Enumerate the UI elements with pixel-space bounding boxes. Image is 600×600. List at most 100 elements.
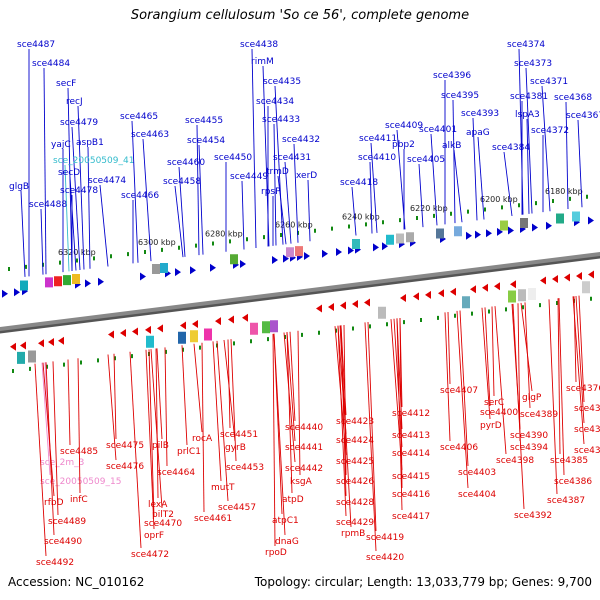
reverse-gene-arrow xyxy=(352,300,358,308)
ruler-tick xyxy=(76,258,78,263)
ruler-tick xyxy=(539,303,541,308)
ruler-tick xyxy=(522,305,524,310)
ruler-tick xyxy=(450,211,452,216)
reverse-gene-arrow xyxy=(425,290,431,299)
reverse-gene-arrow xyxy=(228,315,234,324)
reverse-gene-label: sce4404 xyxy=(458,490,496,500)
reverse-gene-label: sce4385 xyxy=(550,456,588,466)
ruler-tick xyxy=(80,360,82,365)
forward-leader-line xyxy=(577,119,583,208)
ruler-label: 6300 kbp xyxy=(138,238,176,247)
forward-leader-line xyxy=(293,143,299,243)
reverse-gene-arrow xyxy=(400,294,406,302)
forward-leader-line xyxy=(142,138,152,262)
forward-gene-label: sce4384 xyxy=(492,143,530,153)
reverse-leader-line xyxy=(337,325,347,517)
reverse-gene-label: sce4379 xyxy=(574,425,600,435)
reverse-gene-arrow xyxy=(552,275,558,283)
ruler-tick xyxy=(263,235,265,240)
reverse-gene-label: rpmB xyxy=(341,529,365,539)
reverse-gene-arrow xyxy=(588,270,594,279)
ruler-tick xyxy=(569,196,571,201)
forward-cog-box xyxy=(520,218,528,228)
reverse-leader-line xyxy=(113,353,117,440)
reverse-cog-box xyxy=(528,288,536,300)
reverse-gene-arrow xyxy=(494,282,500,291)
ruler-tick xyxy=(127,252,129,257)
reverse-leader-line xyxy=(578,295,585,403)
genome-summary: Topology: circular; Length: 13,033,779 b… xyxy=(254,575,592,589)
forward-gene-arrow xyxy=(382,242,388,251)
ruler-tick xyxy=(229,239,231,244)
forward-leader-line xyxy=(452,99,456,224)
reverse-leader-line xyxy=(156,348,163,440)
reverse-gene-label: oprF xyxy=(144,531,164,541)
reverse-gene-arrow xyxy=(450,287,456,296)
forward-gene-label: glgB xyxy=(9,182,29,192)
reverse-gene-label: sce4423 xyxy=(336,417,374,427)
reverse-gene-label: atpD xyxy=(282,495,304,505)
ruler-tick xyxy=(318,330,320,335)
ruler-tick xyxy=(501,205,503,210)
ruler-tick xyxy=(301,332,303,337)
forward-gene-label: sce4373 xyxy=(514,59,552,69)
ruler-tick xyxy=(267,337,269,342)
reverse-leader-line xyxy=(456,310,469,489)
forward-gene-arrow xyxy=(85,279,91,288)
reverse-gene-label: sce4412 xyxy=(392,409,430,419)
ruler-tick xyxy=(467,209,469,214)
forward-gene-arrow xyxy=(588,216,594,225)
reverse-cog-box xyxy=(178,331,186,344)
forward-leader-line xyxy=(284,161,292,244)
reverse-leader-line xyxy=(67,359,71,446)
ruler-tick xyxy=(335,328,337,333)
forward-gene-label: sce4454 xyxy=(187,136,225,146)
ruler-tick xyxy=(29,366,31,371)
reverse-cog-box xyxy=(378,306,386,319)
reverse-gene-label: glgP xyxy=(522,393,542,403)
reverse-leader-line xyxy=(343,324,347,476)
reverse-leader-line xyxy=(77,358,81,494)
forward-gene-label: sce4458 xyxy=(163,177,201,187)
ruler-tick xyxy=(233,341,235,346)
reverse-leader-line xyxy=(339,325,352,528)
ruler-tick xyxy=(454,313,456,318)
forward-cog-box xyxy=(63,275,71,286)
forward-gene-arrow xyxy=(497,227,503,236)
reverse-gene-label: ksgA xyxy=(290,477,313,487)
forward-cog-box xyxy=(396,233,404,244)
reverse-gene-label: rpoD xyxy=(265,548,287,558)
reverse-gene-arrow xyxy=(482,283,488,292)
ruler-tick xyxy=(484,207,486,212)
forward-gene-label: sce4368 xyxy=(554,93,592,103)
ruler-tick xyxy=(365,222,367,227)
forward-cog-box xyxy=(572,211,580,222)
ruler-tick xyxy=(97,358,99,363)
reverse-leader-line xyxy=(216,340,229,502)
forward-gene-label: sce4438 xyxy=(240,40,278,50)
reverse-gene-arrow xyxy=(540,276,546,285)
reverse-leader-line xyxy=(557,298,561,455)
reverse-gene-label: sce4413 xyxy=(392,431,430,441)
reverse-gene-arrow xyxy=(438,289,444,298)
ruler-tick xyxy=(352,326,354,331)
reverse-leader-line xyxy=(155,348,159,499)
forward-cog-box xyxy=(454,226,462,237)
forward-leader-line xyxy=(131,120,139,263)
reverse-gene-label: sce4472 xyxy=(131,550,169,560)
forward-cog-box xyxy=(386,234,394,245)
reverse-leader-line xyxy=(273,333,286,536)
reverse-gene-label: sce4442 xyxy=(285,464,323,474)
reverse-leader-line xyxy=(150,349,163,509)
ruler-tick xyxy=(144,250,146,254)
map-title: Sorangium cellulosum 'So ce 56', complet… xyxy=(130,8,470,23)
forward-leader-line xyxy=(77,105,85,270)
forward-leader-line xyxy=(174,185,184,258)
reverse-gene-label: sce4429 xyxy=(336,518,374,528)
reverse-gene-arrow xyxy=(413,292,419,301)
reverse-gene-label: sce4464 xyxy=(157,468,195,478)
forward-leader-line xyxy=(178,166,186,257)
reverse-leader-line xyxy=(42,362,55,497)
reverse-leader-line xyxy=(181,345,188,446)
